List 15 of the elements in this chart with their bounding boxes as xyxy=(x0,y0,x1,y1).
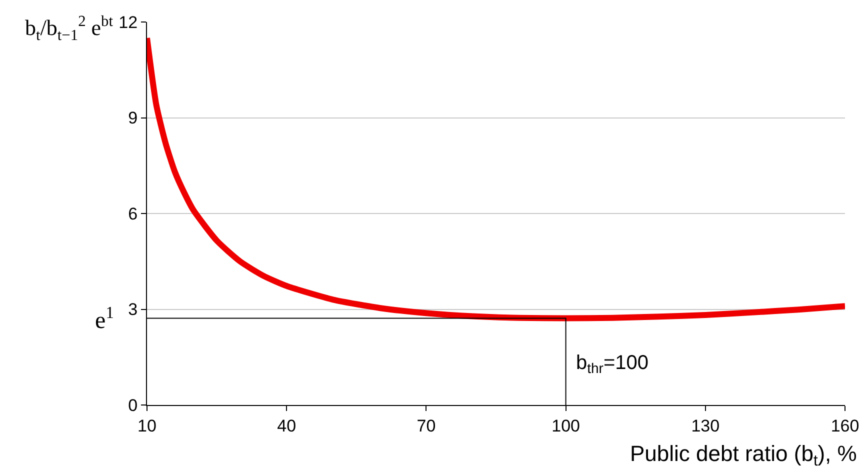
y-tick-label: 9 xyxy=(128,108,138,128)
x-tick-label: 160 xyxy=(830,416,860,436)
x-tick-label: 40 xyxy=(277,416,296,436)
y-tick-label: 0 xyxy=(128,396,138,415)
annotation: b$_{thr}$=100 xyxy=(576,352,649,376)
x-axis-title: Public debt ratio (b$_{t}$), % xyxy=(630,441,857,470)
y-tick-label: 12 xyxy=(118,12,138,32)
x-tick-label: 70 xyxy=(416,416,436,436)
x-tick-label: 130 xyxy=(691,416,720,436)
y-axis-title: b$_{t}$/b$_{t−1}$$^{2}$ e$^{bt}$ xyxy=(25,13,114,44)
text: e$^{1}$ xyxy=(95,303,114,334)
x-tick-label: 10 xyxy=(138,416,156,436)
y-tick-label: 3 xyxy=(128,300,138,320)
x-tick-label: 100 xyxy=(552,416,580,436)
y-tick-label: 6 xyxy=(128,204,138,224)
